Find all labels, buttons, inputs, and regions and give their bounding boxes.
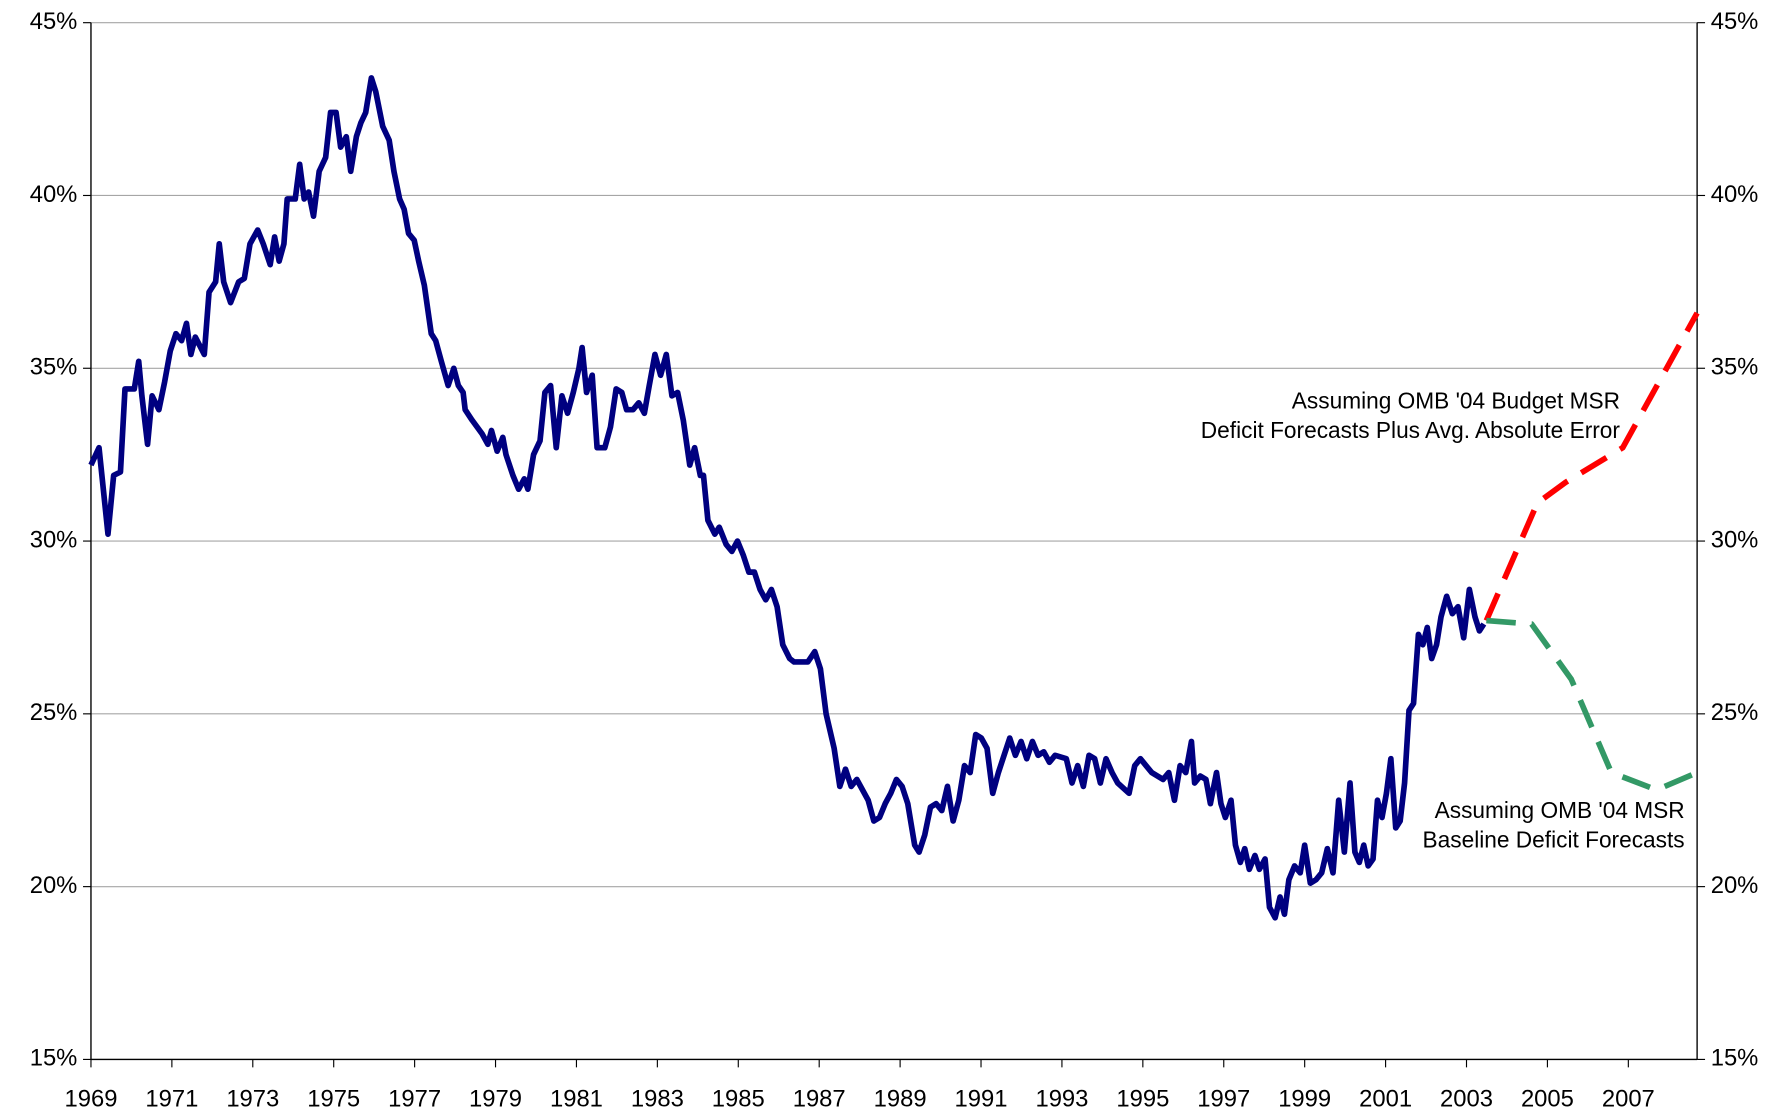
x-tick-label: 1987 xyxy=(793,1086,846,1113)
x-tick-label: 2001 xyxy=(1359,1086,1412,1113)
annotation: Deficit Forecasts Plus Avg. Absolute Err… xyxy=(1201,417,1621,443)
y-tick-label: 35% xyxy=(30,354,78,381)
series-line xyxy=(88,75,1487,921)
y2-tick-label: 35% xyxy=(1711,354,1759,381)
x-tick-label: 1979 xyxy=(469,1086,522,1113)
y2-tick-label: 25% xyxy=(1711,699,1759,726)
y-tick-label: 25% xyxy=(30,699,78,726)
x-tick-label: 1969 xyxy=(64,1086,117,1113)
x-tick-label: 1971 xyxy=(145,1086,198,1113)
x-tick-label: 2003 xyxy=(1440,1086,1493,1113)
x-tick-label: 1975 xyxy=(307,1086,360,1113)
y-tick-label: 20% xyxy=(30,872,78,899)
y2-tick-label: 45% xyxy=(1711,8,1759,35)
y-tick-label: 15% xyxy=(30,1045,78,1072)
annotation: Assuming OMB '04 Budget MSR xyxy=(1292,388,1620,414)
y2-tick-label: 15% xyxy=(1711,1045,1759,1072)
x-tick-label: 1995 xyxy=(1116,1086,1169,1113)
x-tick-label: 2007 xyxy=(1602,1086,1655,1113)
x-tick-label: 1989 xyxy=(874,1086,927,1113)
x-tick-label: 1993 xyxy=(1035,1086,1088,1113)
series-line xyxy=(1483,311,1700,622)
x-tick-label: 1991 xyxy=(955,1086,1008,1113)
x-tick-label: 1981 xyxy=(550,1086,603,1113)
y2-tick-label: 40% xyxy=(1711,181,1759,208)
y2-tick-label: 20% xyxy=(1711,872,1759,899)
y-tick-label: 45% xyxy=(30,8,78,35)
annotation: Baseline Deficit Forecasts xyxy=(1423,827,1685,853)
annotation: Assuming OMB '04 MSR xyxy=(1435,797,1685,823)
y-tick-label: 30% xyxy=(30,526,78,553)
x-tick-label: 1997 xyxy=(1197,1086,1250,1113)
x-tick-label: 1983 xyxy=(631,1086,684,1113)
x-tick-label: 1985 xyxy=(712,1086,765,1113)
y-tick-label: 40% xyxy=(30,181,78,208)
x-tick-label: 1999 xyxy=(1278,1086,1331,1113)
y2-tick-label: 30% xyxy=(1711,526,1759,553)
x-tick-label: 2005 xyxy=(1521,1086,1574,1113)
x-tick-label: 1973 xyxy=(226,1086,279,1113)
series-line xyxy=(1486,617,1699,793)
x-tick-label: 1977 xyxy=(388,1086,441,1113)
